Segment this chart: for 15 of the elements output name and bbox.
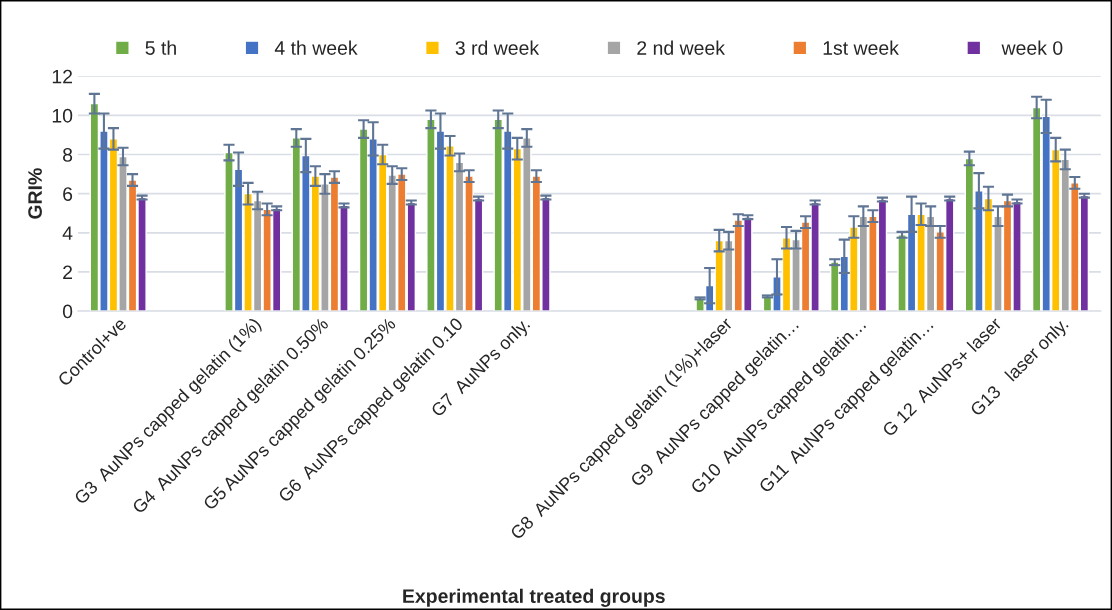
y-tick-label: 10 bbox=[52, 108, 73, 123]
legend-label: 1st week bbox=[823, 40, 899, 55]
y-tick-label: 12 bbox=[52, 69, 72, 84]
y-tick-label: 8 bbox=[63, 148, 73, 162]
y-tick-label: 4 bbox=[62, 226, 73, 240]
y-axis-title: GRI% bbox=[28, 168, 42, 219]
y-tick-label: 0 bbox=[62, 304, 73, 319]
legend-label: 4 th week bbox=[274, 40, 358, 55]
legend-label: 3 rd week bbox=[455, 40, 540, 55]
legend-label: week 0 bbox=[1001, 40, 1063, 55]
y-tick-label: 2 bbox=[63, 265, 72, 279]
y-tick-label: 6 bbox=[63, 187, 73, 201]
x-axis-title: Experimental treated groups bbox=[403, 588, 665, 607]
legend-label: 2 nd week bbox=[637, 40, 726, 55]
legend-label: 5 th bbox=[145, 40, 176, 55]
